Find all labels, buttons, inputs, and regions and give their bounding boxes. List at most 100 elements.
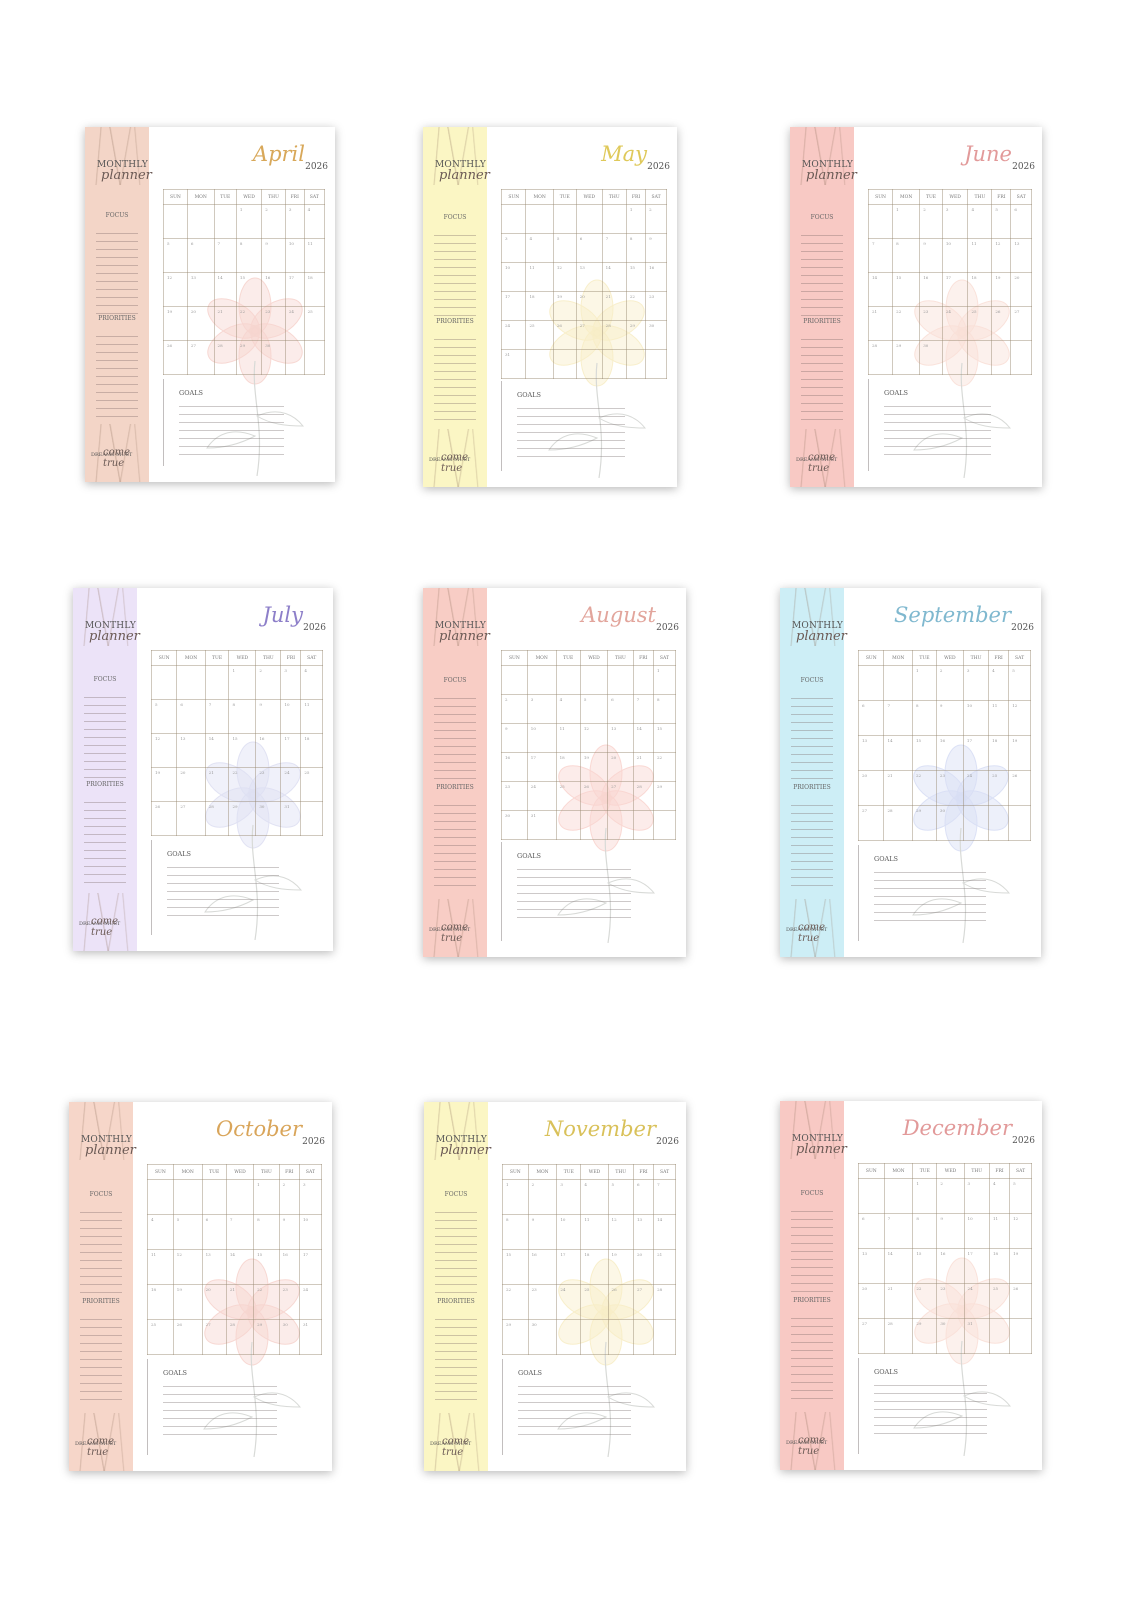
calendar-day-cell[interactable] bbox=[607, 665, 634, 695]
calendar-day-cell[interactable]: 15 bbox=[912, 735, 937, 771]
calendar-day-cell[interactable]: 18 bbox=[988, 735, 1010, 771]
calendar-day-cell[interactable]: 17 bbox=[941, 272, 969, 307]
calendar-day-cell[interactable]: 13 bbox=[1010, 238, 1032, 273]
calendar-day-cell[interactable] bbox=[579, 810, 609, 840]
calendar-day-cell[interactable] bbox=[607, 810, 634, 840]
calendar-day-cell[interactable] bbox=[962, 805, 990, 841]
calendar-day-cell[interactable]: 20 bbox=[575, 291, 603, 321]
calendar-day-cell[interactable]: 16 bbox=[527, 1249, 558, 1285]
calendar-day-cell[interactable]: 22 bbox=[912, 1283, 938, 1319]
calendar-day-cell[interactable]: 25 bbox=[300, 767, 323, 802]
calendar-day-cell[interactable] bbox=[580, 1319, 609, 1355]
calendar-day-cell[interactable] bbox=[632, 810, 654, 840]
calendar-day-cell[interactable]: 8 bbox=[235, 238, 263, 273]
calendar-day-cell[interactable]: 7 bbox=[601, 233, 627, 263]
calendar-day-cell[interactable] bbox=[284, 340, 305, 375]
calendar-day-cell[interactable]: 15 bbox=[502, 1249, 529, 1285]
calendar-day-cell[interactable]: 2 bbox=[501, 694, 528, 724]
calendar-day-cell[interactable]: 28 bbox=[883, 805, 913, 841]
calendar-day-cell[interactable]: 9 bbox=[278, 1214, 300, 1250]
calendar-day-cell[interactable]: 15 bbox=[253, 1249, 280, 1285]
calendar-day-cell[interactable]: 10 bbox=[298, 1214, 323, 1250]
calendar-day-cell[interactable]: 21 bbox=[653, 1249, 676, 1285]
calendar-day-cell[interactable]: 5 bbox=[163, 238, 188, 273]
calendar-day-cell[interactable]: 21 bbox=[601, 291, 627, 321]
calendar-day-cell[interactable]: 26 bbox=[172, 1319, 203, 1355]
calendar-day-cell[interactable]: 6 bbox=[1010, 204, 1032, 239]
calendar-day-cell[interactable]: 28 bbox=[867, 340, 894, 375]
calendar-day-cell[interactable]: 2 bbox=[278, 1179, 300, 1215]
calendar-day-cell[interactable] bbox=[653, 1319, 676, 1355]
calendar-day-cell[interactable]: 20 bbox=[176, 767, 206, 802]
calendar-day-cell[interactable]: 12 bbox=[1009, 1213, 1032, 1249]
calendar-day-cell[interactable]: 31 bbox=[963, 1318, 990, 1354]
calendar-day-cell[interactable]: 21 bbox=[883, 1283, 914, 1319]
calendar-day-cell[interactable]: 16 bbox=[935, 735, 964, 771]
calendar-day-cell[interactable]: 30 bbox=[501, 810, 528, 840]
calendar-day-cell[interactable] bbox=[525, 349, 554, 379]
calendar-day-cell[interactable]: 15 bbox=[912, 1248, 938, 1284]
calendar-day-cell[interactable]: 6 bbox=[857, 700, 885, 736]
calendar-day-cell[interactable] bbox=[575, 204, 603, 234]
calendar-day-cell[interactable]: 15 bbox=[652, 723, 677, 753]
calendar-day-cell[interactable]: 23 bbox=[255, 767, 282, 802]
calendar-day-cell[interactable]: 5 bbox=[607, 1179, 634, 1215]
calendar-day-cell[interactable]: 30 bbox=[261, 340, 286, 375]
calendar-day-cell[interactable] bbox=[1008, 805, 1031, 841]
calendar-day-cell[interactable]: 7 bbox=[204, 699, 230, 734]
calendar-day-cell[interactable]: 14 bbox=[883, 1248, 914, 1284]
calendar-day-cell[interactable]: 7 bbox=[213, 238, 237, 273]
calendar-day-cell[interactable]: 19 bbox=[163, 306, 188, 341]
calendar-day-cell[interactable] bbox=[632, 665, 654, 695]
calendar-day-cell[interactable]: 26 bbox=[607, 1284, 634, 1320]
calendar-day-cell[interactable]: 7 bbox=[225, 1214, 255, 1250]
calendar-day-cell[interactable]: 18 bbox=[525, 291, 554, 321]
calendar-day-cell[interactable]: 25 bbox=[988, 1283, 1011, 1319]
calendar-day-cell[interactable] bbox=[1009, 1318, 1032, 1354]
calendar-day-cell[interactable]: 29 bbox=[652, 781, 677, 811]
calendar-day-cell[interactable]: 17 bbox=[280, 733, 302, 768]
calendar-day-cell[interactable]: 8 bbox=[652, 694, 677, 724]
calendar-day-cell[interactable]: 27 bbox=[858, 1318, 885, 1354]
calendar-day-cell[interactable]: 22 bbox=[228, 767, 257, 802]
calendar-day-cell[interactable]: 27 bbox=[575, 320, 603, 350]
calendar-day-cell[interactable]: 12 bbox=[991, 238, 1012, 273]
calendar-day-cell[interactable]: 30 bbox=[278, 1319, 300, 1355]
calendar-day-cell[interactable] bbox=[163, 204, 188, 239]
calendar-day-cell[interactable]: 4 bbox=[300, 665, 323, 700]
calendar-day-cell[interactable]: 21 bbox=[632, 752, 654, 782]
calendar-day-cell[interactable] bbox=[204, 665, 230, 700]
calendar-day-cell[interactable] bbox=[988, 805, 1010, 841]
calendar-day-cell[interactable]: 24 bbox=[284, 306, 305, 341]
calendar-day-cell[interactable]: 13 bbox=[176, 733, 206, 768]
calendar-day-cell[interactable]: 21 bbox=[225, 1284, 255, 1320]
calendar-day-cell[interactable]: 8 bbox=[253, 1214, 280, 1250]
calendar-day-cell[interactable]: 18 bbox=[300, 733, 323, 768]
calendar-day-cell[interactable]: 15 bbox=[625, 262, 647, 292]
calendar-day-cell[interactable]: 6 bbox=[186, 238, 215, 273]
calendar-day-cell[interactable]: 10 bbox=[941, 238, 969, 273]
calendar-day-cell[interactable]: 18 bbox=[580, 1249, 609, 1285]
calendar-day-cell[interactable]: 19 bbox=[172, 1284, 203, 1320]
calendar-day-cell[interactable] bbox=[632, 1319, 655, 1355]
calendar-day-cell[interactable]: 3 bbox=[963, 1178, 990, 1214]
calendar-day-cell[interactable]: 14 bbox=[883, 735, 913, 771]
calendar-day-cell[interactable]: 26 bbox=[150, 801, 178, 836]
calendar-day-cell[interactable]: 10 bbox=[500, 262, 527, 292]
calendar-day-cell[interactable]: 5 bbox=[172, 1214, 203, 1250]
calendar-day-cell[interactable] bbox=[172, 1179, 203, 1215]
calendar-day-cell[interactable]: 4 bbox=[147, 1214, 174, 1250]
calendar-day-cell[interactable]: 15 bbox=[228, 733, 257, 768]
calendar-day-cell[interactable]: 5 bbox=[150, 699, 178, 734]
calendar-day-cell[interactable] bbox=[501, 665, 528, 695]
calendar-day-cell[interactable]: 13 bbox=[858, 1248, 885, 1284]
calendar-day-cell[interactable] bbox=[300, 801, 323, 836]
calendar-day-cell[interactable]: 12 bbox=[150, 733, 178, 768]
calendar-day-cell[interactable]: 9 bbox=[935, 700, 964, 736]
calendar-day-cell[interactable]: 8 bbox=[892, 238, 921, 273]
calendar-day-cell[interactable]: 3 bbox=[500, 233, 527, 263]
calendar-day-cell[interactable]: 23 bbox=[935, 770, 964, 806]
calendar-day-cell[interactable]: 13 bbox=[857, 735, 885, 771]
calendar-day-cell[interactable]: 24 bbox=[526, 781, 557, 811]
calendar-day-cell[interactable]: 10 bbox=[963, 1213, 990, 1249]
